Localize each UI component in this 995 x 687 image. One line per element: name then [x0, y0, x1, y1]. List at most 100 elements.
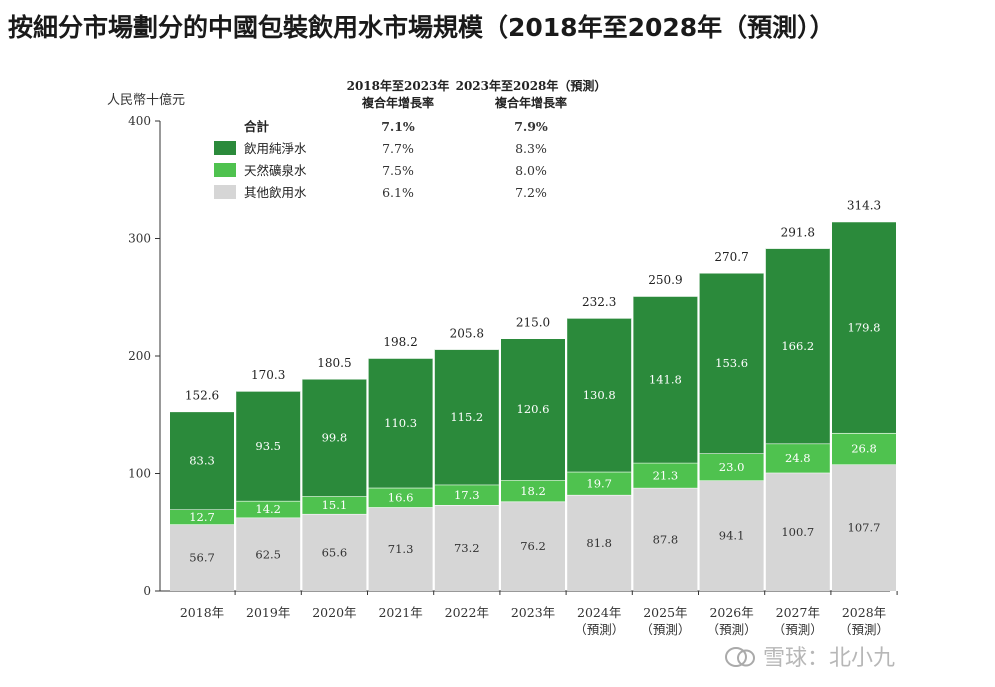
bar-value-label: 14.2 — [255, 502, 281, 516]
x-tick-label: 2022年 — [445, 605, 489, 620]
bar-value-label: 141.8 — [649, 373, 682, 387]
bar-segment — [699, 272, 764, 454]
x-tick-label: 2026年 — [709, 605, 753, 620]
x-tick-label: 2024年 — [577, 605, 621, 620]
legend-label: 飲用純淨水 — [244, 141, 307, 156]
bar-value-label: 87.8 — [653, 532, 679, 546]
bar-segment — [567, 318, 632, 472]
bar-segment — [501, 338, 565, 481]
bar-total-label: 170.3 — [251, 368, 285, 382]
y-tick-label: 400 — [128, 114, 151, 128]
bar-value-label: 73.2 — [454, 541, 480, 555]
bar-segment — [567, 471, 632, 495]
watermark: 雪球：北小九 — [725, 640, 895, 672]
bar-segment — [832, 221, 896, 433]
x-tick-label: 2028年 — [842, 605, 886, 620]
legend-column-header: 複合年增長率 — [361, 95, 434, 110]
x-tick-label: （預測） — [707, 622, 757, 637]
bar-segment — [501, 480, 565, 502]
bar-value-label: 12.7 — [189, 510, 215, 524]
bar-total-label: 250.9 — [648, 273, 682, 287]
legend-cagr-2023-2028: 8.3% — [515, 141, 547, 156]
bar-segment — [832, 464, 896, 591]
x-tick-label: （預測） — [839, 622, 889, 637]
bar-total-label: 152.6 — [185, 389, 219, 403]
bar-total-label: 180.5 — [317, 356, 351, 370]
legend-cagr-2023-2028: 7.2% — [515, 185, 547, 200]
bar-segment — [434, 484, 499, 505]
bar-segment — [699, 453, 764, 481]
bar-value-label: 153.6 — [715, 356, 748, 370]
bar-segment — [236, 517, 301, 591]
bar-value-label: 23.0 — [719, 460, 745, 474]
bar-value-label: 16.6 — [388, 490, 414, 504]
bar-value-label: 26.8 — [851, 442, 877, 456]
bar-value-label: 71.3 — [388, 542, 414, 556]
bar-segment — [832, 432, 896, 465]
bar-value-label: 115.2 — [450, 410, 483, 424]
bar-value-label: 83.3 — [189, 454, 215, 468]
legend-cagr-2018-2023: 7.5% — [382, 163, 414, 178]
legend-label: 天然礦泉水 — [244, 163, 307, 178]
bar-total-label: 314.3 — [847, 199, 881, 213]
bar-total-label: 270.7 — [714, 250, 748, 264]
bar-segment — [434, 349, 499, 485]
page-title: 按細分市場劃分的中國包裝飲用水市場規模（2018年至2028年（預測）） — [8, 13, 835, 42]
bar-value-label: 93.5 — [255, 439, 281, 453]
legend-column-header: 2018年至2023年 — [347, 78, 450, 93]
y-tick-label: 0 — [143, 584, 151, 598]
bar-value-label: 94.1 — [719, 529, 745, 543]
legend-cagr-2018-2023: 7.7% — [382, 141, 414, 156]
x-tick-label: 2023年 — [511, 605, 555, 620]
bar-segment — [170, 524, 234, 591]
bar-value-label: 24.8 — [785, 451, 811, 465]
legend-label: 合計 — [244, 119, 270, 134]
bar-segment — [236, 391, 301, 501]
bar-value-label: 65.6 — [322, 545, 348, 559]
legend-cagr-2023-2028: 7.9% — [514, 119, 548, 134]
bar-segment — [434, 504, 499, 591]
x-tick-label: 2018年 — [180, 605, 224, 620]
bar-value-label: 100.7 — [781, 525, 814, 539]
bar-segment — [567, 494, 632, 591]
bar-total-label: 205.8 — [450, 326, 484, 340]
bar-segment — [765, 472, 830, 591]
bar-segment — [633, 296, 698, 463]
bar-segment — [302, 513, 367, 591]
bar-segment — [501, 501, 565, 591]
y-tick-label: 200 — [128, 349, 151, 363]
bar-value-label: 120.6 — [517, 402, 550, 416]
x-tick-label: （預測） — [640, 622, 690, 637]
bar-value-label: 21.3 — [653, 468, 679, 482]
bar-segment — [699, 480, 764, 591]
bar-value-label: 130.8 — [583, 388, 616, 402]
x-tick-label: 2020年 — [312, 605, 356, 620]
legend-swatch — [214, 141, 236, 155]
bar-value-label: 17.3 — [454, 488, 480, 502]
bar-segment — [170, 509, 234, 525]
y-tick-label: 100 — [128, 467, 151, 481]
legend-swatch — [214, 185, 236, 199]
legend-column-header: 2023年至2028年（預測） — [456, 78, 607, 93]
legend-column-header: 複合年增長率 — [494, 95, 567, 110]
x-tick-label: （預測） — [574, 622, 624, 637]
legend-label: 其他飲用水 — [244, 185, 307, 200]
bar-value-label: 18.2 — [520, 484, 546, 498]
legend-cagr-2018-2023: 7.1% — [381, 119, 415, 134]
bar-total-label: 198.2 — [383, 335, 417, 349]
y-tick-label: 300 — [128, 232, 151, 246]
bar-segment — [633, 487, 698, 591]
x-tick-label: 2021年 — [378, 605, 422, 620]
bar-value-label: 19.7 — [586, 476, 612, 490]
bar-value-label: 81.8 — [586, 536, 612, 550]
bar-segment — [368, 487, 433, 508]
bar-segment — [302, 496, 367, 514]
bar-segment — [236, 500, 301, 518]
bar-value-label: 166.2 — [781, 339, 814, 353]
legend-cagr-2018-2023: 6.1% — [382, 185, 414, 200]
bar-value-label: 107.7 — [848, 521, 881, 535]
bar-total-label: 215.0 — [516, 315, 550, 329]
bar-value-label: 62.5 — [255, 547, 281, 561]
bar-segment — [633, 462, 698, 488]
